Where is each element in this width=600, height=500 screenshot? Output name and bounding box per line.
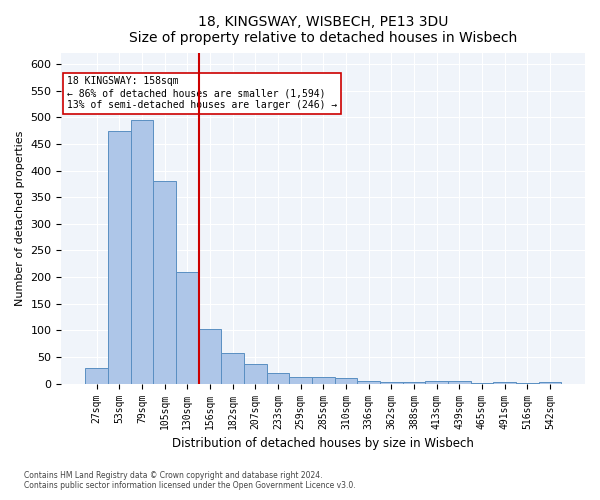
Text: Contains HM Land Registry data © Crown copyright and database right 2024.
Contai: Contains HM Land Registry data © Crown c… xyxy=(24,470,356,490)
Text: 18 KINGSWAY: 158sqm
← 86% of detached houses are smaller (1,594)
13% of semi-det: 18 KINGSWAY: 158sqm ← 86% of detached ho… xyxy=(67,76,337,110)
Bar xyxy=(448,381,470,384)
Bar xyxy=(153,181,176,384)
X-axis label: Distribution of detached houses by size in Wisbech: Distribution of detached houses by size … xyxy=(172,437,474,450)
Bar xyxy=(357,381,380,384)
Bar xyxy=(312,377,335,384)
Bar xyxy=(108,130,131,384)
Bar xyxy=(493,382,516,384)
Bar xyxy=(425,381,448,384)
Bar xyxy=(244,364,266,384)
Bar xyxy=(539,382,561,384)
Bar xyxy=(85,368,108,384)
Title: 18, KINGSWAY, WISBECH, PE13 3DU
Size of property relative to detached houses in : 18, KINGSWAY, WISBECH, PE13 3DU Size of … xyxy=(129,15,517,45)
Bar xyxy=(470,382,493,384)
Bar xyxy=(335,378,357,384)
Bar xyxy=(380,382,403,384)
Bar xyxy=(266,373,289,384)
Bar xyxy=(221,354,244,384)
Bar xyxy=(176,272,199,384)
Bar xyxy=(403,382,425,384)
Y-axis label: Number of detached properties: Number of detached properties xyxy=(15,131,25,306)
Bar xyxy=(289,377,312,384)
Bar xyxy=(131,120,153,384)
Bar xyxy=(199,329,221,384)
Bar xyxy=(516,383,539,384)
